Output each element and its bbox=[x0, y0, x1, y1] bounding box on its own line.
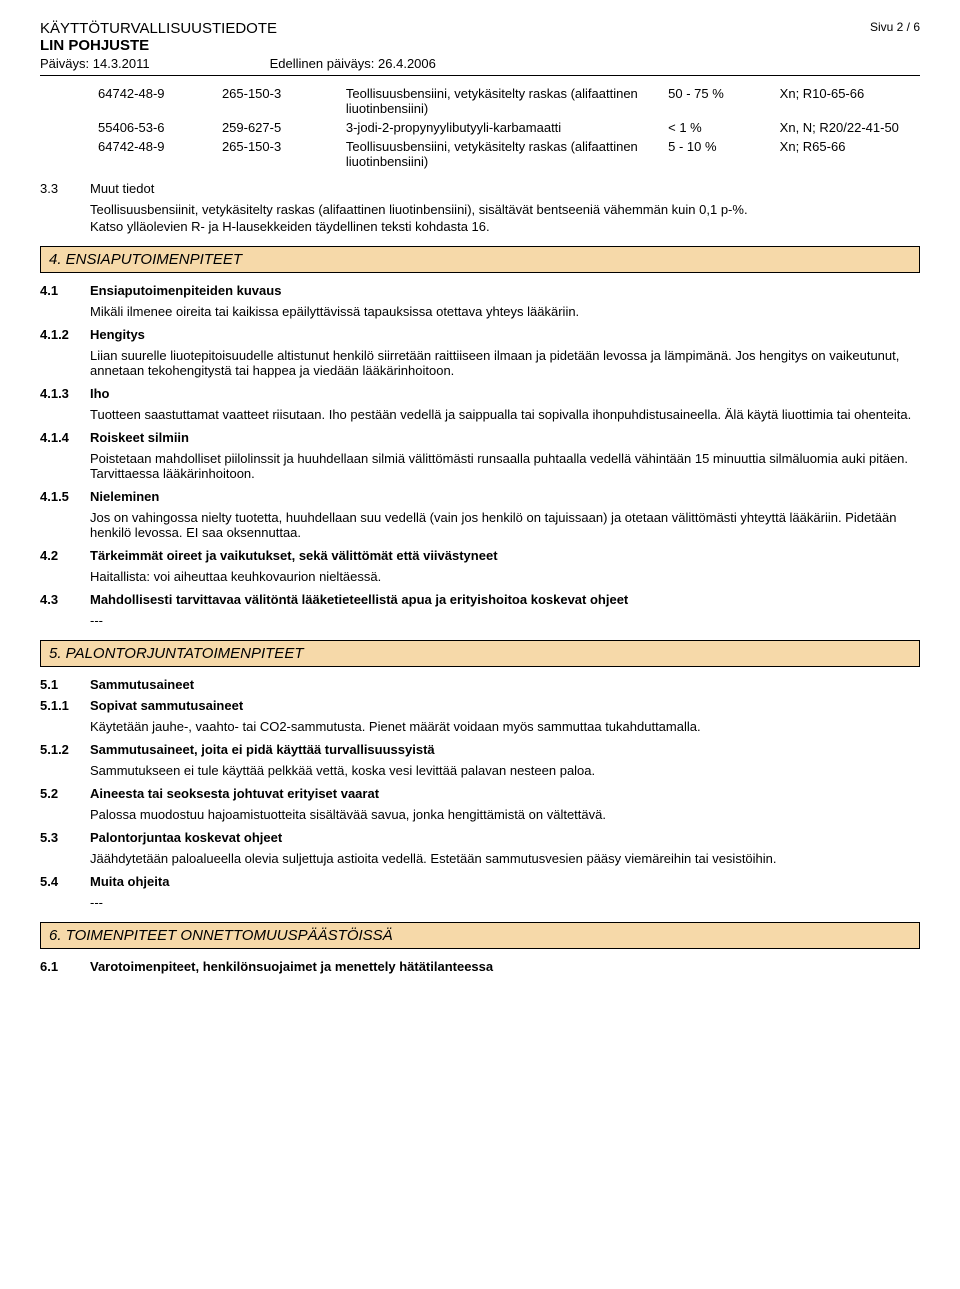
section-number: 4.1.3 bbox=[40, 386, 90, 401]
subsection-4-1-2-header: 4.1.2 Hengitys bbox=[40, 327, 920, 342]
section-number: 4.1.4 bbox=[40, 430, 90, 445]
header-top-row: KÄYTTÖTURVALLISUUSTIEDOTE Sivu 2 / 6 bbox=[40, 20, 920, 37]
section-label: Sammutusaineet, joita ei pidä käyttää tu… bbox=[90, 742, 435, 757]
subsection-5-1-2-header: 5.1.2 Sammutusaineet, joita ei pidä käyt… bbox=[40, 742, 920, 757]
doc-type-title: KÄYTTÖTURVALLISUUSTIEDOTE bbox=[40, 20, 277, 37]
document-header: KÄYTTÖTURVALLISUUSTIEDOTE Sivu 2 / 6 LIN… bbox=[40, 20, 920, 76]
name-cell: 3-jodi-2-propynyylibutyyli-karbamaatti bbox=[338, 118, 660, 137]
table-row: 64742-48-9 265-150-3 Teollisuusbensiini,… bbox=[90, 84, 960, 118]
section-label: Aineesta tai seoksesta johtuvat erityise… bbox=[90, 786, 379, 801]
subsection-5-1-header: 5.1 Sammutusaineet bbox=[40, 677, 920, 692]
section-label: Hengitys bbox=[90, 327, 145, 342]
section-number: 6.1 bbox=[40, 959, 90, 974]
pct-cell: 5 - 10 % bbox=[660, 137, 772, 171]
section-label: Tärkeimmät oireet ja vaikutukset, sekä v… bbox=[90, 548, 498, 563]
section-number: 4.1.2 bbox=[40, 327, 90, 342]
subsection-4-2-header: 4.2 Tärkeimmät oireet ja vaikutukset, se… bbox=[40, 548, 920, 563]
subsection-5-2-header: 5.2 Aineesta tai seoksesta johtuvat erit… bbox=[40, 786, 920, 801]
product-name: LIN POHJUSTE bbox=[40, 37, 920, 54]
subsection-5-1-1-header: 5.1.1 Sopivat sammutusaineet bbox=[40, 698, 920, 713]
ec-cell: 259-627-5 bbox=[214, 118, 338, 137]
subsection-5-2-body: Palossa muodostuu hajoamistuotteita sisä… bbox=[40, 807, 920, 822]
page-container: KÄYTTÖTURVALLISUUSTIEDOTE Sivu 2 / 6 LIN… bbox=[0, 0, 960, 1000]
section-number: 5.3 bbox=[40, 830, 90, 845]
section-label: Mahdollisesti tarvittavaa välitöntä lääk… bbox=[90, 592, 628, 607]
ec-cell: 265-150-3 bbox=[214, 137, 338, 171]
section-label: Muita ohjeita bbox=[90, 874, 169, 889]
section-4-bar: 4. ENSIAPUTOIMENPITEET bbox=[40, 246, 920, 273]
class-cell: Xn, N; R20/22-41-50 bbox=[772, 118, 960, 137]
subsection-5-1-1-body: Käytetään jauhe-, vaahto- tai CO2-sammut… bbox=[40, 719, 920, 734]
section-number: 5.1 bbox=[40, 677, 90, 692]
subsection-4-3-header: 4.3 Mahdollisesti tarvittavaa välitöntä … bbox=[40, 592, 920, 607]
subsection-6-1-header: 6.1 Varotoimenpiteet, henkilönsuojaimet … bbox=[40, 959, 920, 974]
chemical-composition-table: 64742-48-9 265-150-3 Teollisuusbensiini,… bbox=[90, 84, 960, 171]
subsection-4-1-header: 4.1 Ensiaputoimenpiteiden kuvaus bbox=[40, 283, 920, 298]
class-cell: Xn; R65-66 bbox=[772, 137, 960, 171]
section-label: Sammutusaineet bbox=[90, 677, 194, 692]
section-label: Iho bbox=[90, 386, 110, 401]
section-label: Muut tiedot bbox=[90, 181, 154, 196]
subsection-4-1-5-body: Jos on vahingossa nielty tuotetta, huuhd… bbox=[40, 510, 920, 540]
subsection-3-3-body1: Teollisuusbensiinit, vetykäsitelty raska… bbox=[40, 202, 920, 217]
section-6-bar: 6. TOIMENPITEET ONNETTOMUUSPÄÄSTÖISSÄ bbox=[40, 922, 920, 949]
section-number: 5.2 bbox=[40, 786, 90, 801]
subsection-5-4-body: --- bbox=[40, 895, 920, 910]
class-cell: Xn; R10-65-66 bbox=[772, 84, 960, 118]
cas-cell: 64742-48-9 bbox=[90, 84, 214, 118]
cas-cell: 64742-48-9 bbox=[90, 137, 214, 171]
section-number: 4.2 bbox=[40, 548, 90, 563]
section-number: 3.3 bbox=[40, 181, 90, 196]
section-number: 5.1.2 bbox=[40, 742, 90, 757]
subsection-4-1-5-header: 4.1.5 Nieleminen bbox=[40, 489, 920, 504]
ec-cell: 265-150-3 bbox=[214, 84, 338, 118]
subsection-4-1-3-body: Tuotteen saastuttamat vaatteet riisutaan… bbox=[40, 407, 920, 422]
pct-cell: 50 - 75 % bbox=[660, 84, 772, 118]
date-current: Päiväys: 14.3.2011 bbox=[40, 56, 150, 71]
date-previous: Edellinen päiväys: 26.4.2006 bbox=[270, 56, 436, 71]
subsection-4-1-body: Mikäli ilmenee oireita tai kaikissa epäi… bbox=[40, 304, 920, 319]
subsection-3-3-body2: Katso ylläolevien R- ja H-lausekkeiden t… bbox=[40, 219, 920, 234]
section-label: Sopivat sammutusaineet bbox=[90, 698, 243, 713]
section-number: 4.3 bbox=[40, 592, 90, 607]
section-label: Palontorjuntaa koskevat ohjeet bbox=[90, 830, 282, 845]
subsection-5-3-body: Jäähdytetään paloalueella olevia suljett… bbox=[40, 851, 920, 866]
subsection-5-3-header: 5.3 Palontorjuntaa koskevat ohjeet bbox=[40, 830, 920, 845]
name-cell: Teollisuusbensiini, vetykäsitelty raskas… bbox=[338, 84, 660, 118]
subsection-4-2-body: Haitallista: voi aiheuttaa keuhkovaurion… bbox=[40, 569, 920, 584]
table-row: 55406-53-6 259-627-5 3-jodi-2-propynyyli… bbox=[90, 118, 960, 137]
section-number: 4.1 bbox=[40, 283, 90, 298]
cas-cell: 55406-53-6 bbox=[90, 118, 214, 137]
section-number: 5.1.1 bbox=[40, 698, 90, 713]
subsection-4-3-body: --- bbox=[40, 613, 920, 628]
section-label: Varotoimenpiteet, henkilönsuojaimet ja m… bbox=[90, 959, 493, 974]
subsection-5-1-2-body: Sammutukseen ei tule käyttää pelkkää vet… bbox=[40, 763, 920, 778]
name-cell: Teollisuusbensiini, vetykäsitelty raskas… bbox=[338, 137, 660, 171]
subsection-5-4-header: 5.4 Muita ohjeita bbox=[40, 874, 920, 889]
subsection-4-1-2-body: Liian suurelle liuotepitoisuudelle altis… bbox=[40, 348, 920, 378]
subsection-3-3-header: 3.3 Muut tiedot bbox=[40, 181, 920, 196]
section-label: Nieleminen bbox=[90, 489, 159, 504]
section-label: Roiskeet silmiin bbox=[90, 430, 189, 445]
header-dates: Päiväys: 14.3.2011 Edellinen päiväys: 26… bbox=[40, 56, 920, 71]
section-5-bar: 5. PALONTORJUNTATOIMENPITEET bbox=[40, 640, 920, 667]
subsection-4-1-4-header: 4.1.4 Roiskeet silmiin bbox=[40, 430, 920, 445]
page-number: Sivu 2 / 6 bbox=[870, 20, 920, 37]
section-number: 5.4 bbox=[40, 874, 90, 889]
section-label: Ensiaputoimenpiteiden kuvaus bbox=[90, 283, 281, 298]
pct-cell: < 1 % bbox=[660, 118, 772, 137]
section-number: 4.1.5 bbox=[40, 489, 90, 504]
subsection-4-1-3-header: 4.1.3 Iho bbox=[40, 386, 920, 401]
table-row: 64742-48-9 265-150-3 Teollisuusbensiini,… bbox=[90, 137, 960, 171]
subsection-4-1-4-body: Poistetaan mahdolliset piilolinssit ja h… bbox=[40, 451, 920, 481]
